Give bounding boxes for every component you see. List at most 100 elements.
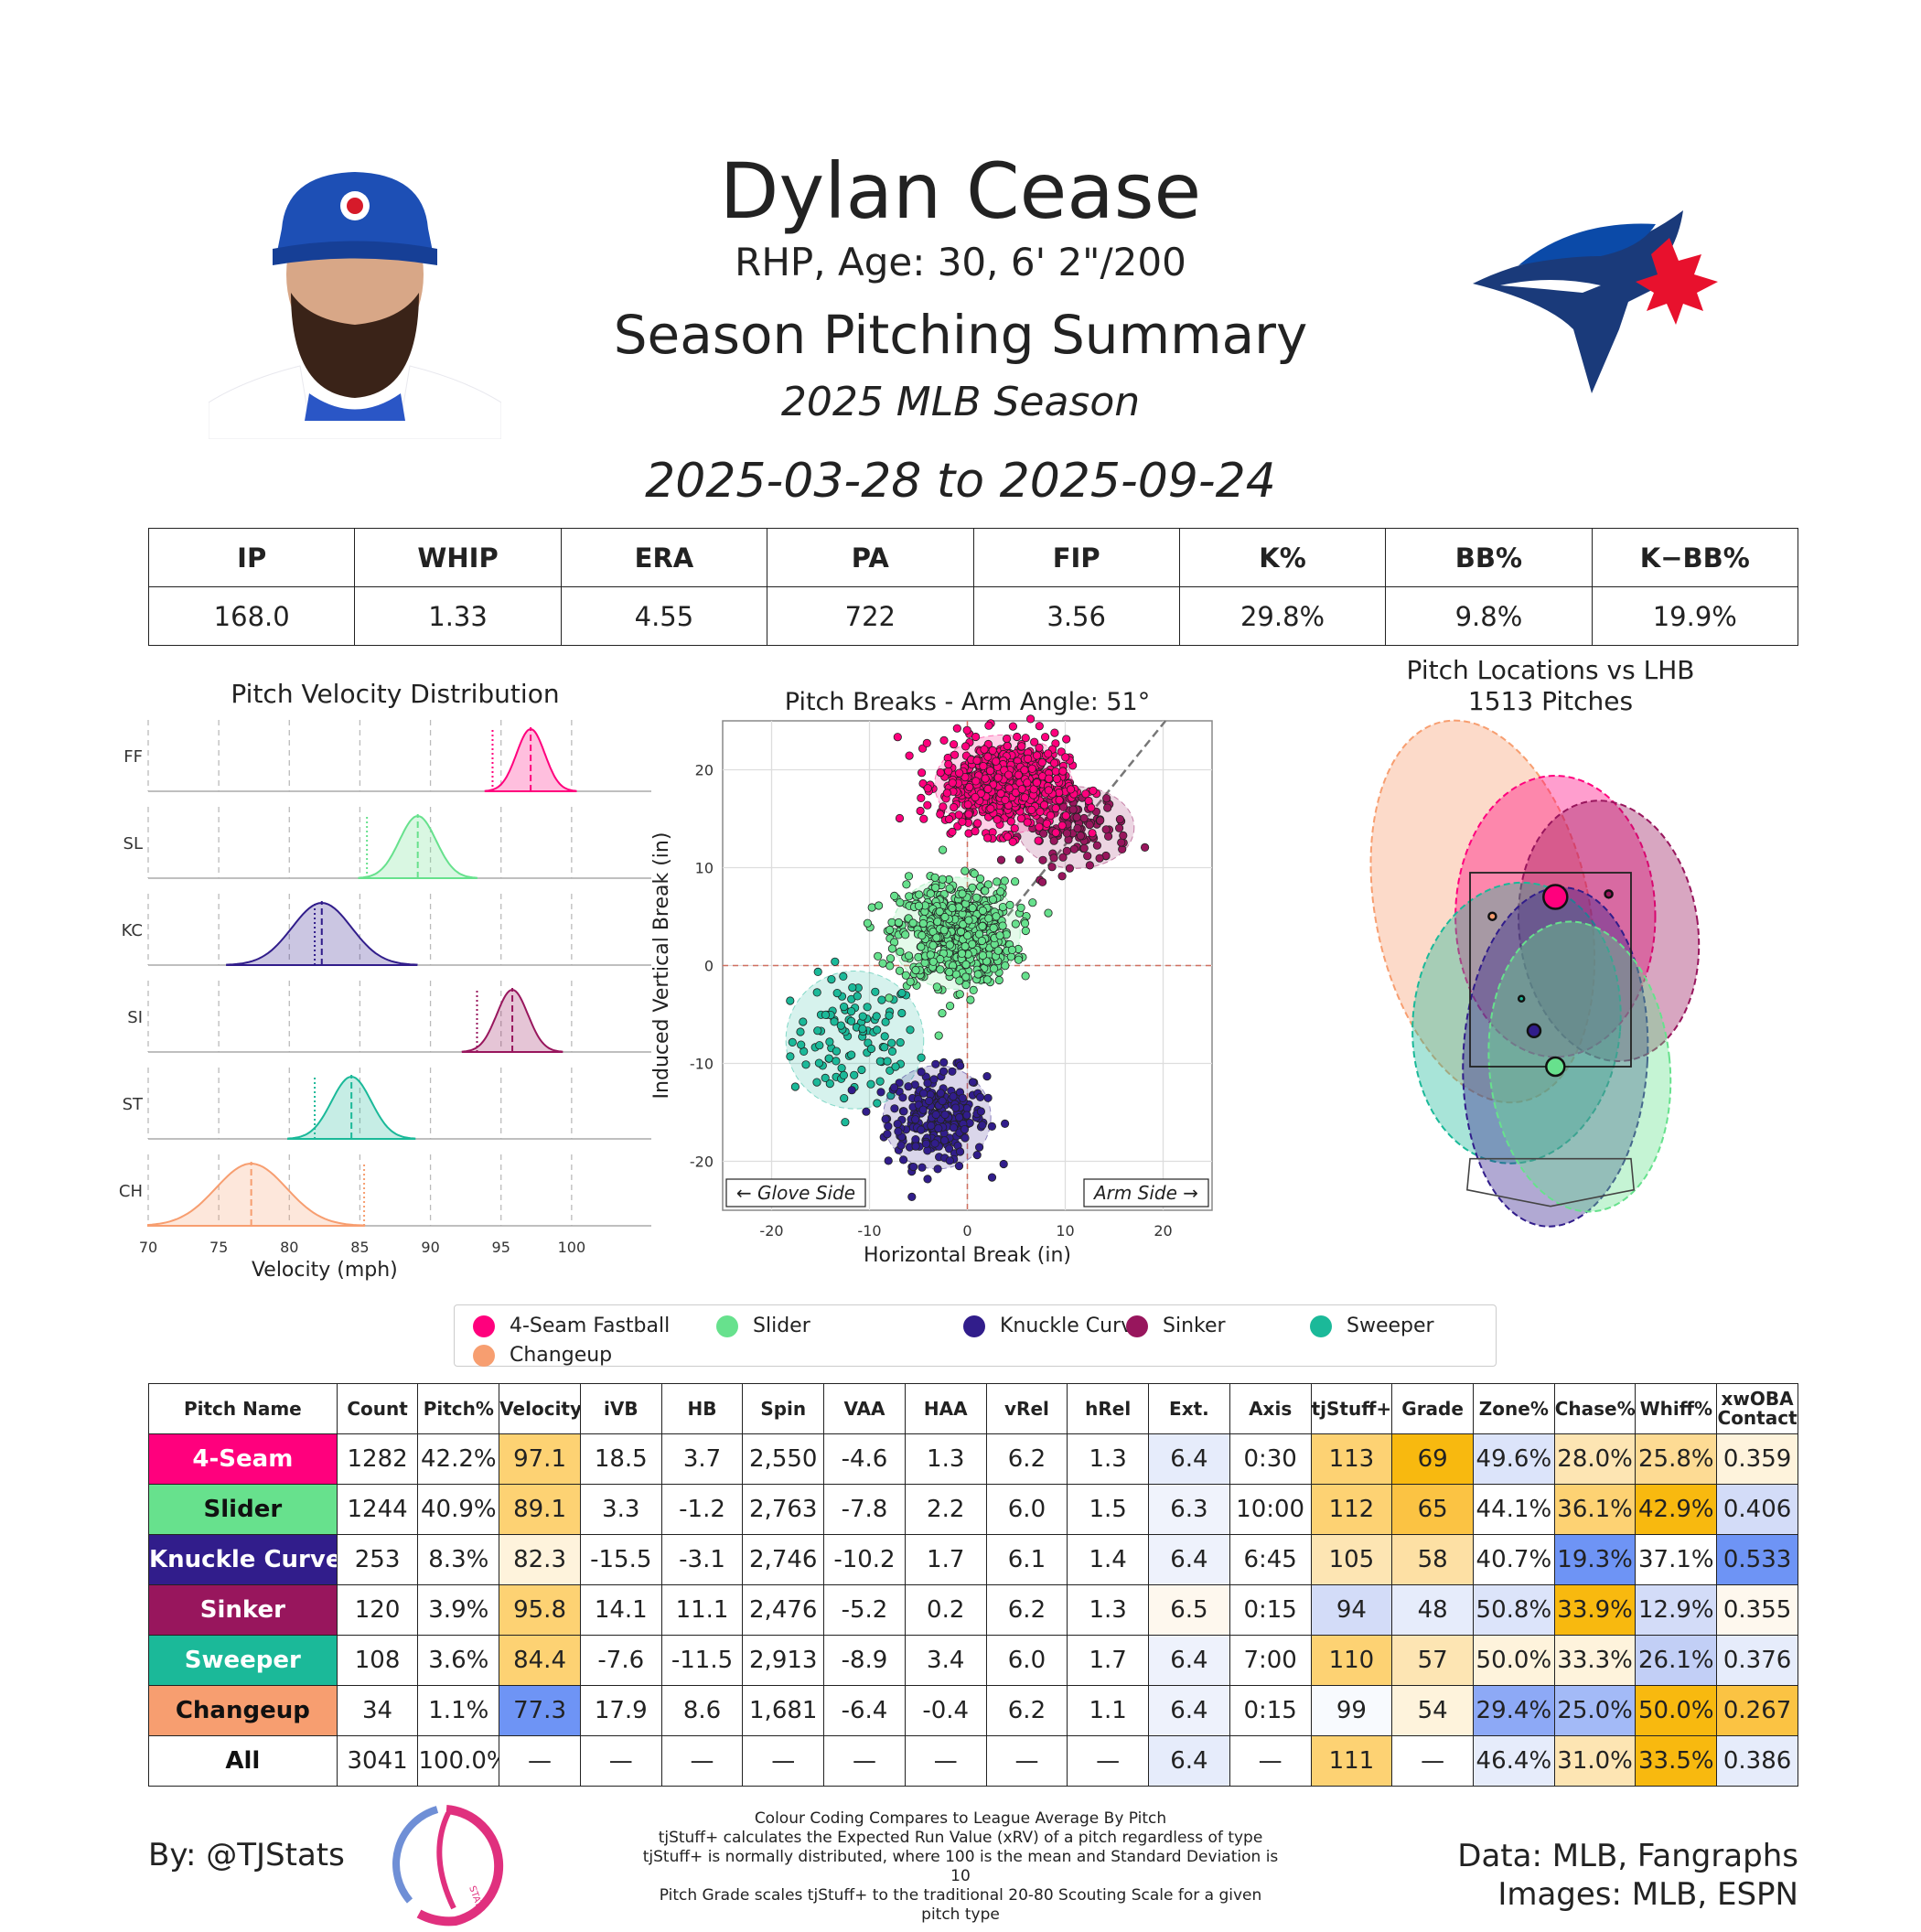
pitch-metric-cell: — bbox=[579, 1735, 662, 1787]
pitch-point bbox=[878, 959, 887, 968]
pitch-point bbox=[1062, 735, 1071, 744]
stat-value: 3.56 bbox=[972, 586, 1180, 646]
pitch-point bbox=[985, 767, 995, 776]
pitch-point bbox=[973, 970, 982, 979]
pitch-point bbox=[821, 1010, 831, 1019]
pitch-point bbox=[1065, 864, 1074, 873]
pitch-point bbox=[939, 926, 949, 935]
pitch-point bbox=[848, 982, 857, 993]
pitch-point bbox=[885, 1066, 895, 1075]
pitch-metric-cell: 10:00 bbox=[1229, 1484, 1312, 1535]
pitch-point bbox=[839, 1070, 848, 1079]
pitch-point bbox=[1020, 918, 1030, 928]
pitch-metric-cell: 50.8% bbox=[1472, 1584, 1555, 1636]
pitch-table-header-cell: Pitch Name bbox=[148, 1383, 338, 1434]
stats-value-row: 168.0 1.33 4.55 722 3.56 29.8% 9.8% 19.9% bbox=[147, 586, 1799, 646]
pitch-point bbox=[1039, 800, 1049, 810]
pitch-point bbox=[933, 918, 942, 927]
pitch-point bbox=[1003, 770, 1014, 779]
pitch-metric-cell: 6.2 bbox=[985, 1584, 1068, 1636]
velocity-tick-label: 75 bbox=[209, 1239, 228, 1256]
pitch-point bbox=[853, 992, 862, 1001]
pitch-table-header-cell: VAA bbox=[823, 1383, 906, 1434]
pitch-point bbox=[896, 898, 905, 907]
data-credit: Data: MLB, Fangraphs Images: MLB, ESPN bbox=[1372, 1837, 1798, 1914]
velocity-chart-title: Pitch Velocity Distribution bbox=[231, 679, 559, 709]
pitch-metric-cell: 50.0% bbox=[1472, 1635, 1555, 1686]
pitch-point bbox=[896, 1037, 905, 1047]
pitch-metric-cell: 1.3 bbox=[1067, 1584, 1150, 1636]
pitch-point bbox=[932, 933, 941, 942]
pitch-metric-cell: 26.1% bbox=[1635, 1635, 1718, 1686]
pitch-point bbox=[918, 1089, 928, 1098]
pitch-point bbox=[963, 931, 972, 940]
pitch-point bbox=[917, 793, 926, 803]
pitch-metric-cell: 0.2 bbox=[904, 1584, 987, 1636]
pitch-point bbox=[934, 1031, 943, 1040]
pitch-point bbox=[1081, 789, 1090, 799]
pitch-point bbox=[945, 940, 954, 950]
pitch-point bbox=[1023, 818, 1032, 827]
pitch-point bbox=[996, 855, 1006, 864]
season-stats-table: IP WHIP ERA PA FIP K% BB% K−BB% 168.0 1.33 4.55 72… bbox=[147, 528, 1799, 646]
footnote-line: tjStuff+ calculates the Expected Run Val… bbox=[658, 1829, 1263, 1847]
pitch-metric-cell: 0:15 bbox=[1229, 1685, 1312, 1736]
velocity-tick-label: 85 bbox=[350, 1239, 369, 1256]
stat-value: 29.8% bbox=[1178, 586, 1387, 646]
pitch-point bbox=[901, 971, 910, 980]
pitch-point bbox=[840, 1093, 849, 1103]
pitch-point bbox=[942, 789, 951, 798]
pitch-point bbox=[1102, 794, 1111, 803]
pitch-point bbox=[977, 936, 986, 946]
pitch-metric-cell: 113 bbox=[1310, 1433, 1393, 1485]
pitch-metric-cell: — bbox=[985, 1735, 1068, 1787]
legend-label: 4-Seam Fastball bbox=[510, 1315, 671, 1337]
pitch-point bbox=[970, 869, 979, 878]
legend-item: Slider bbox=[716, 1315, 810, 1337]
pitch-metric-cell: 0.267 bbox=[1716, 1685, 1798, 1736]
pitch-metric-cell: -4.6 bbox=[823, 1433, 906, 1485]
breaks-x-label: Horizontal Break (in) bbox=[864, 1244, 1071, 1267]
pitch-point bbox=[847, 1016, 856, 1025]
pitch-metric-cell: 8.3% bbox=[417, 1534, 500, 1585]
pitch-point bbox=[850, 1070, 859, 1079]
pitch-point bbox=[966, 995, 975, 1004]
pitch-point bbox=[891, 1062, 900, 1071]
pitch-metric-cell: 6.0 bbox=[985, 1484, 1068, 1535]
pitch-point bbox=[930, 883, 940, 892]
pitch-point bbox=[1036, 807, 1045, 816]
pitch-point bbox=[897, 1008, 907, 1018]
stat-value: 168.0 bbox=[147, 586, 356, 646]
pitch-point bbox=[1001, 795, 1010, 805]
pitch-point bbox=[971, 827, 980, 836]
pitch-point bbox=[949, 740, 959, 749]
pitch-point bbox=[908, 1162, 918, 1172]
pitch-metric-cell: 1.7 bbox=[904, 1534, 987, 1585]
pitch-table-row: Sweeper 108 3.6% 84.4 -7.6 -11.5 2,913 -8.9 3.4 6… bbox=[148, 1635, 1798, 1686]
pitch-point bbox=[889, 1083, 899, 1092]
pitch-point bbox=[874, 951, 883, 961]
pitch-point bbox=[983, 752, 993, 761]
pitch-metric-cell: 100.0% bbox=[417, 1735, 500, 1787]
stat-header: ERA bbox=[560, 528, 768, 587]
pitch-point bbox=[1049, 853, 1058, 863]
pitch-point bbox=[962, 1111, 971, 1120]
footnote-line: Pitch Grade scales tjStuff+ to the tradi… bbox=[659, 1886, 1262, 1924]
pitch-point bbox=[939, 735, 949, 746]
pitch-point bbox=[926, 889, 935, 898]
pitch-point bbox=[936, 768, 945, 778]
pitch-metric-cell: 42.2% bbox=[417, 1433, 500, 1485]
pitch-table-header-cell: Zone% bbox=[1472, 1383, 1555, 1434]
pitch-point bbox=[1025, 714, 1036, 724]
pitch-point bbox=[1000, 876, 1009, 886]
pitch-metric-cell: 33.9% bbox=[1553, 1584, 1637, 1636]
pitch-point bbox=[993, 877, 1002, 886]
pitch-metrics-table: Pitch Name Count Pitch% Velocity iVB HB Spin VA… bbox=[148, 1383, 1798, 1787]
locations-chart-title: Pitch Locations vs LHB bbox=[1407, 659, 1695, 685]
pitch-point bbox=[1119, 831, 1128, 840]
pitch-metric-cell: 12.9% bbox=[1635, 1584, 1718, 1636]
pitch-metric-cell: 6.2 bbox=[985, 1685, 1068, 1736]
pitch-point bbox=[972, 756, 982, 766]
pitch-point bbox=[1028, 898, 1037, 907]
pitch-metric-cell: -1.2 bbox=[660, 1484, 744, 1535]
